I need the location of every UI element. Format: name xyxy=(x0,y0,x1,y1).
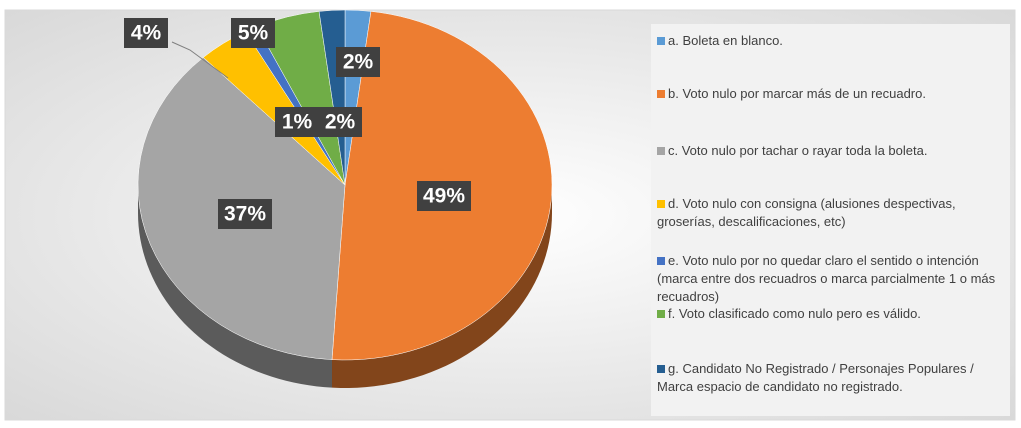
value-label: 4% xyxy=(131,22,162,45)
legend-label: e. Voto nulo por no quedar claro el sent… xyxy=(657,253,996,304)
legend-swatch xyxy=(657,147,665,155)
legend-item: f. Voto clasificado como nulo pero es vá… xyxy=(657,305,1007,323)
legend-label: d. Voto nulo con consigna (alusiones des… xyxy=(657,196,956,229)
value-label: 2% xyxy=(325,111,356,134)
legend-item: c. Voto nulo por tachar o rayar toda la … xyxy=(657,142,1007,160)
value-label-box xyxy=(231,18,275,48)
legend-label: a. Boleta en blanco. xyxy=(668,33,783,48)
legend: a. Boleta en blanco. b. Voto nulo por mar… xyxy=(651,24,1010,416)
legend-swatch xyxy=(657,310,665,318)
value-label: 2% xyxy=(343,51,374,74)
legend-swatch xyxy=(657,257,665,265)
legend-item: e. Voto nulo por no quedar claro el sent… xyxy=(657,252,1007,306)
value-label: 49% xyxy=(423,185,465,208)
leader-line xyxy=(171,41,229,79)
legend-item: a. Boleta en blanco. xyxy=(657,32,1007,50)
legend-item: d. Voto nulo con consigna (alusiones des… xyxy=(657,195,1007,231)
legend-label: c. Voto nulo por tachar o rayar toda la … xyxy=(668,143,928,158)
value-label-box xyxy=(318,107,362,137)
value-label-box xyxy=(218,199,272,229)
value-label: 5% xyxy=(238,22,269,45)
value-label: 37% xyxy=(224,203,266,226)
slice-side xyxy=(332,185,552,388)
slice-side xyxy=(138,185,333,388)
legend-swatch xyxy=(657,90,665,98)
value-label-box xyxy=(124,18,168,48)
legend-label: b. Voto nulo por marcar más de un recuad… xyxy=(668,86,926,101)
legend-swatch xyxy=(657,37,665,45)
value-label: 1% xyxy=(282,111,313,134)
legend-item: g. Candidato No Registrado / Personajes … xyxy=(657,360,1007,396)
value-label-box xyxy=(336,47,380,77)
legend-label: g. Candidato No Registrado / Personajes … xyxy=(657,361,974,394)
legend-item: b. Voto nulo por marcar más de un recuad… xyxy=(657,85,1007,103)
pie: 2% 49% 37% 4% 1% 5% 2% xyxy=(124,9,553,388)
legend-label: f. Voto clasificado como nulo pero es vá… xyxy=(668,306,921,321)
value-label-box xyxy=(275,107,319,137)
legend-swatch xyxy=(657,200,665,208)
value-label-box xyxy=(417,181,471,211)
legend-swatch xyxy=(657,365,665,373)
